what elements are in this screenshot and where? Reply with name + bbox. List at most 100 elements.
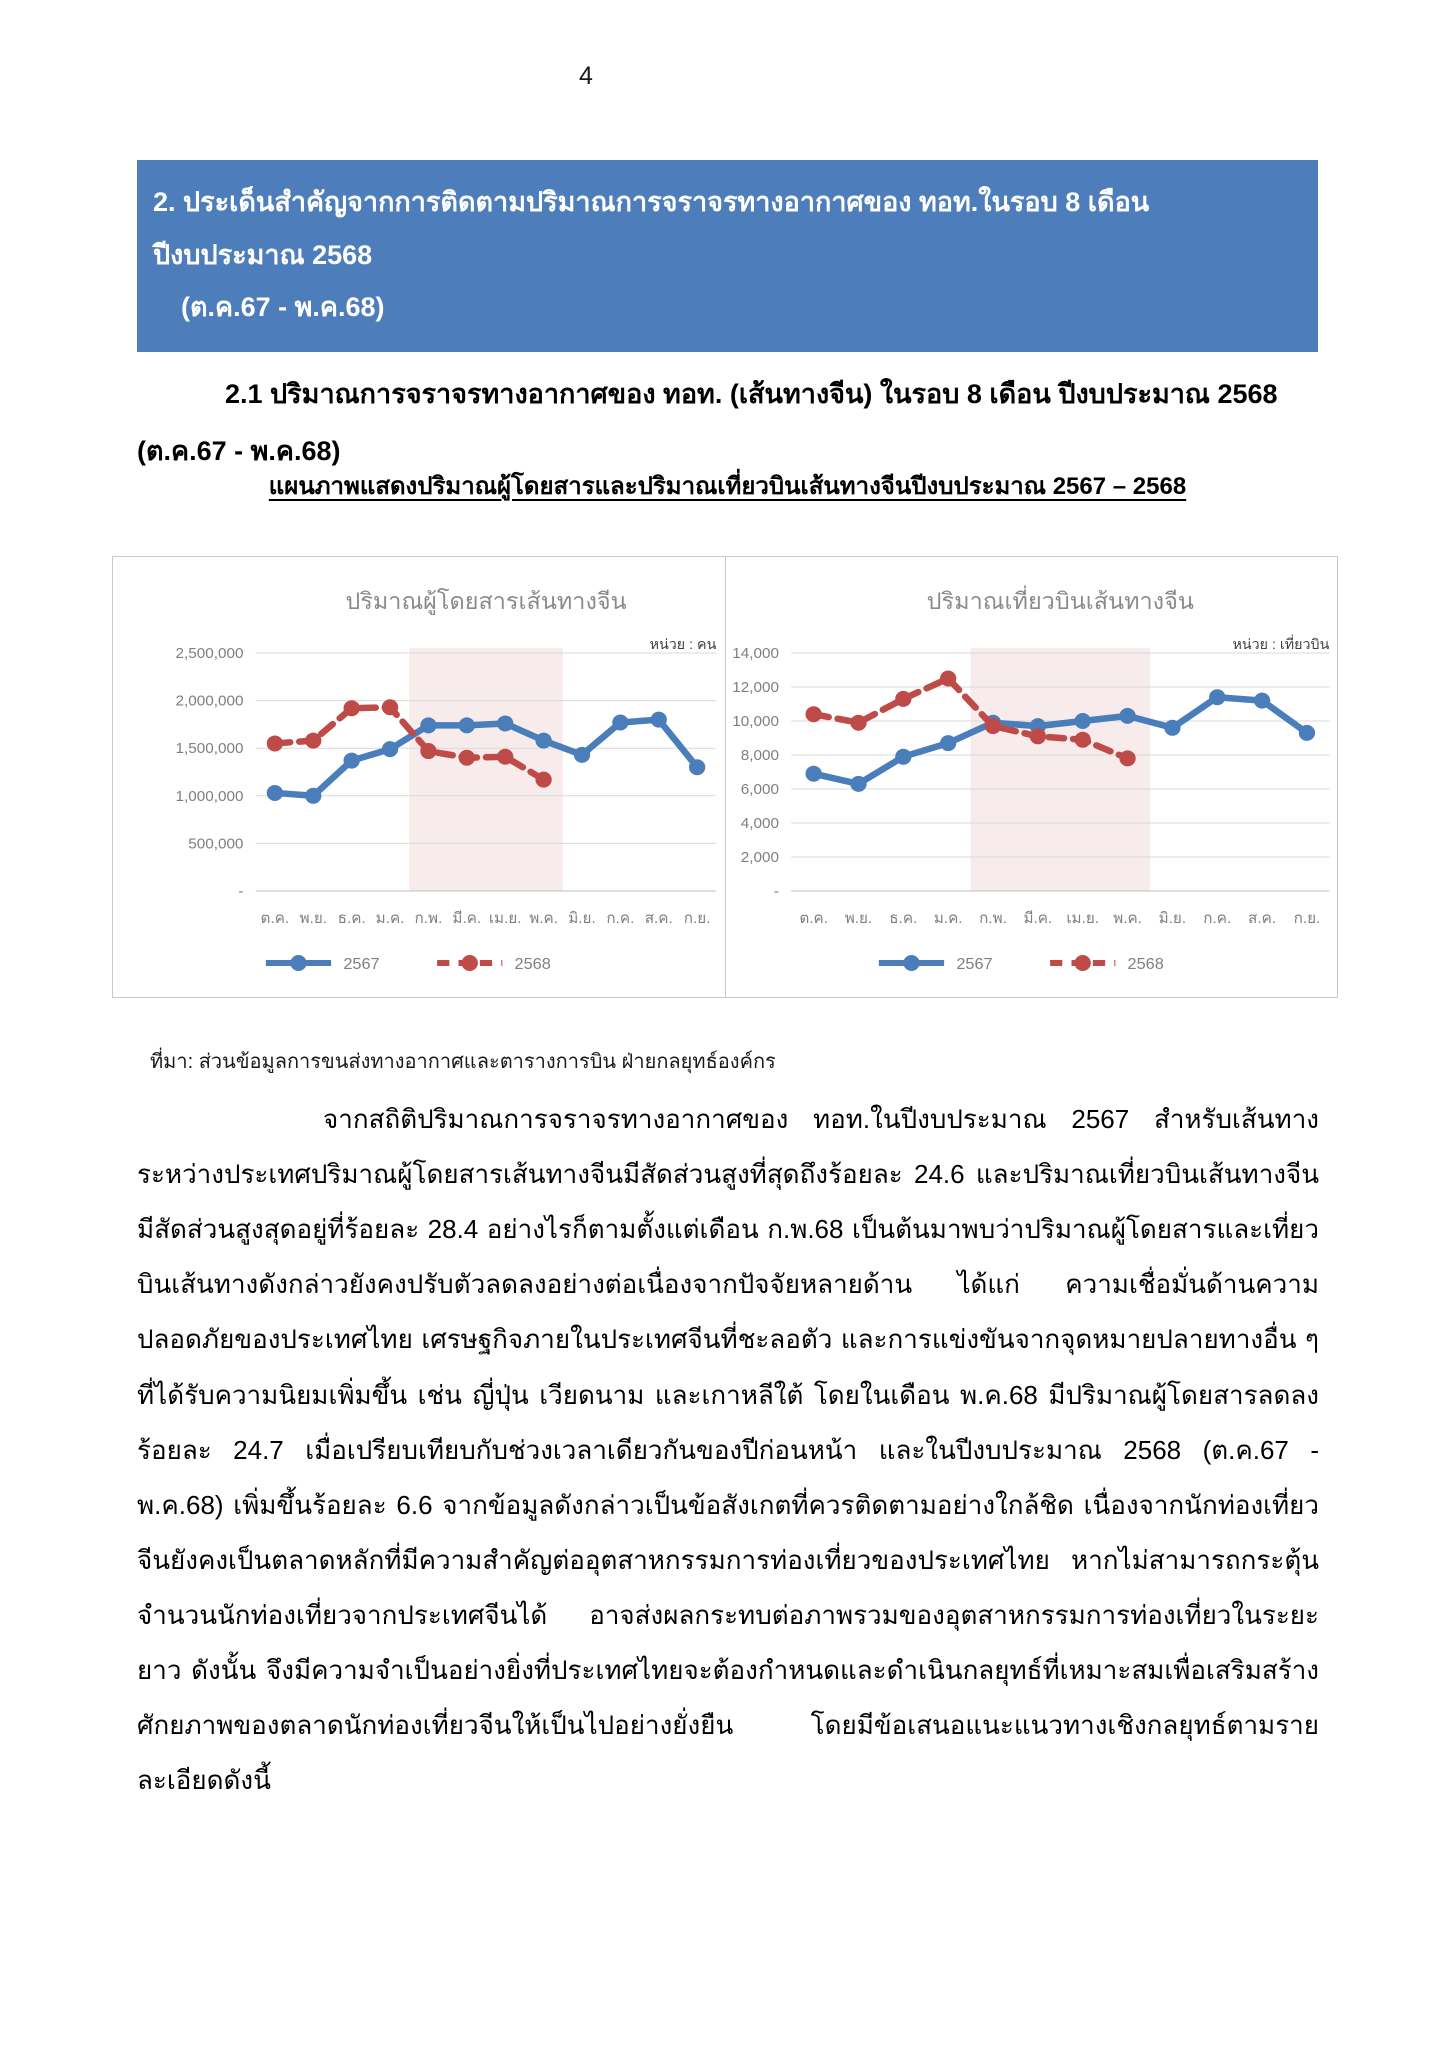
- series-marker-2567: [1074, 713, 1091, 729]
- series-marker-2568: [266, 735, 284, 752]
- x-tick-label: พ.ย.: [844, 910, 872, 927]
- y-tick-label: 1,500,000: [176, 740, 244, 757]
- legend-label-2568: 2568: [1127, 955, 1163, 973]
- series-marker-2567: [535, 732, 552, 749]
- passenger-volume-chart: ปริมาณผู้โดยสารเส้นทางจีนหน่วย : คน - 500,…: [176, 588, 717, 973]
- x-tick-label: เม.ย.: [489, 910, 522, 927]
- series-marker-2567: [612, 714, 629, 731]
- series-marker-2568: [497, 748, 514, 765]
- subsection-heading-title: 2.1 ปริมาณการจราจรทางอากาศของ ทอท. (เส้น…: [225, 379, 1278, 409]
- x-tick-label: ก.ย.: [684, 910, 711, 927]
- passenger-chart-panel: ปริมาณผู้โดยสารเส้นทางจีนหน่วย : คน - 500,…: [112, 556, 726, 998]
- source-note: ที่มา: ส่วนข้อมูลการขนส่งทางอากาศและตารา…: [150, 1051, 776, 1073]
- subsection-heading: 2.1 ปริมาณการจราจรทางอากาศของ ทอท. (เส้น…: [137, 366, 1318, 479]
- figure-title-text: แผนภาพแสดงปริมาณผู้โดยสารและปริมาณเที่ยว…: [268, 473, 1187, 500]
- series-marker-2567: [573, 746, 591, 763]
- y-tick-label: 8,000: [740, 747, 778, 764]
- x-tick-label: ก.ค.: [1203, 910, 1231, 927]
- series-marker-2568: [381, 699, 399, 716]
- series-marker-2568: [535, 771, 552, 788]
- section-banner-period: (ต.ค.67 - พ.ค.68): [181, 292, 385, 323]
- figure-title: แผนภาพแสดงปริมาณผู้โดยสารและปริมาณเที่ยว…: [137, 466, 1318, 505]
- legend-label-2568: 2568: [515, 955, 551, 973]
- series-marker-2567: [343, 752, 360, 769]
- series-marker-2567: [1118, 707, 1136, 724]
- series-marker-2568: [894, 690, 911, 707]
- series-marker-2568: [1118, 750, 1136, 767]
- x-tick-label: มี.ค.: [1023, 910, 1052, 927]
- series-marker-2568: [984, 718, 1001, 735]
- y-tick-label: 1,000,000: [176, 788, 244, 805]
- x-tick-label: ม.ค.: [933, 910, 962, 927]
- page-number: 4: [579, 62, 593, 90]
- section-banner-title: 2. ประเด็นสำคัญจากการติดตามปริมาณการจราจ…: [153, 187, 1150, 270]
- series-marker-2568: [420, 743, 437, 760]
- legend-label-2567: 2567: [956, 955, 992, 973]
- legend-marker-2568: [1074, 955, 1091, 971]
- y-tick-label: 6,000: [740, 781, 778, 798]
- series-marker-2568: [939, 670, 956, 687]
- x-tick-label: มิ.ย.: [1158, 910, 1186, 927]
- series-marker-2567: [458, 717, 475, 734]
- series-marker-2567: [849, 775, 867, 792]
- chart-title: ปริมาณผู้โดยสารเส้นทางจีน: [345, 588, 626, 615]
- y-tick-label: 4,000: [740, 815, 778, 832]
- series-marker-2568: [305, 732, 322, 749]
- y-tick-label: 12,000: [732, 679, 779, 696]
- x-tick-label: พ.ย.: [300, 910, 328, 927]
- legend-label-2567: 2567: [343, 955, 379, 973]
- y-tick-label: 2,500,000: [176, 645, 244, 662]
- series-marker-2567: [650, 711, 667, 728]
- y-tick-label: 2,000: [740, 849, 778, 866]
- y-tick-label: 2,000,000: [176, 693, 244, 710]
- section-banner: 2. ประเด็นสำคัญจากการติดตามปริมาณการจราจ…: [137, 160, 1318, 352]
- x-tick-label: มิ.ย.: [568, 910, 596, 927]
- highlight-band: [409, 648, 563, 891]
- series-marker-2567: [1163, 719, 1181, 736]
- legend-marker-2568: [461, 955, 478, 971]
- x-tick-label: ก.พ.: [979, 910, 1007, 927]
- x-tick-label: ก.พ.: [415, 910, 443, 927]
- series-marker-2568: [804, 706, 822, 723]
- series-marker-2567: [1208, 689, 1225, 706]
- series-marker-2567: [266, 784, 284, 801]
- flight-volume-chart: ปริมาณเที่ยวบินเส้นทางจีนหน่วย : เที่ยวบ…: [732, 585, 1329, 973]
- x-tick-label: ก.ค.: [606, 910, 634, 927]
- x-tick-label: ส.ค.: [645, 910, 673, 927]
- x-tick-label: ธ.ค.: [338, 910, 366, 927]
- body-paragraph: จากสถิติปริมาณการจราจรทางอากาศของ ทอท.ใน…: [137, 1104, 1319, 1796]
- x-tick-label: ส.ค.: [1248, 910, 1276, 927]
- y-tick-label: 10,000: [732, 713, 779, 730]
- x-tick-label: พ.ค.: [529, 910, 558, 927]
- x-tick-label: ก.ย.: [1293, 910, 1320, 927]
- x-tick-label: ต.ค.: [261, 910, 290, 927]
- highlight-band: [970, 648, 1150, 891]
- series-marker-2568: [1029, 728, 1046, 745]
- x-tick-label: เม.ย.: [1066, 910, 1099, 927]
- x-tick-label: พ.ค.: [1113, 910, 1142, 927]
- y-tick-label: 500,000: [188, 836, 243, 853]
- series-marker-2567: [688, 759, 706, 776]
- series-marker-2567: [420, 717, 437, 734]
- series-marker-2567: [894, 748, 911, 765]
- series-marker-2567: [1253, 692, 1270, 709]
- series-marker-2567: [305, 787, 322, 804]
- chart-unit-label: หน่วย : เที่ยวบิน: [1232, 634, 1329, 652]
- series-marker-2568: [458, 749, 475, 766]
- legend-marker-2567: [290, 955, 307, 971]
- series-marker-2568: [343, 700, 360, 717]
- y-tick-label: -: [238, 883, 243, 900]
- chart-unit-label: หน่วย : คน: [650, 636, 717, 652]
- x-tick-label: มี.ค.: [452, 910, 481, 927]
- series-marker-2568: [849, 714, 867, 731]
- y-tick-label: 14,000: [732, 645, 779, 662]
- chart-title: ปริมาณเที่ยวบินเส้นทางจีน: [926, 585, 1193, 614]
- flight-chart-panel: ปริมาณเที่ยวบินเส้นทางจีนหน่วย : เที่ยวบ…: [724, 556, 1338, 998]
- series-marker-2567: [381, 741, 399, 758]
- x-tick-label: ต.ค.: [799, 910, 828, 927]
- series-marker-2568: [1074, 731, 1091, 748]
- x-tick-label: ม.ค.: [376, 910, 405, 927]
- series-marker-2567: [804, 765, 822, 782]
- y-tick-label: -: [773, 883, 778, 900]
